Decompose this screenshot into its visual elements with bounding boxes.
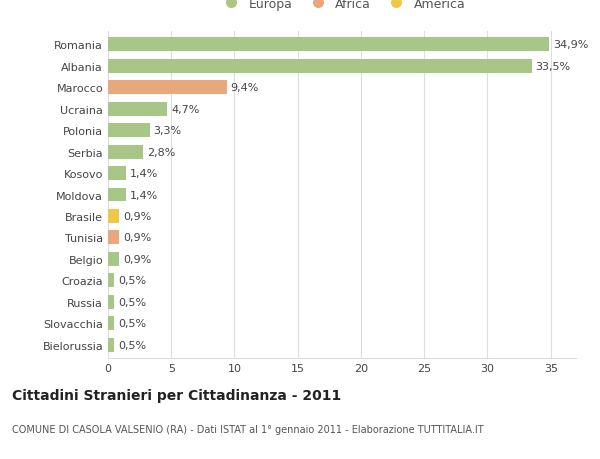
Text: Cittadini Stranieri per Cittadinanza - 2011: Cittadini Stranieri per Cittadinanza - 2… — [12, 388, 341, 402]
Text: 9,4%: 9,4% — [230, 83, 259, 93]
Bar — [108, 81, 227, 95]
Text: 0,9%: 0,9% — [123, 233, 151, 243]
Legend: Europa, Africa, America: Europa, Africa, America — [214, 0, 470, 16]
Text: 2,8%: 2,8% — [147, 147, 176, 157]
Bar — [108, 38, 550, 52]
Text: 0,5%: 0,5% — [118, 276, 146, 286]
Bar — [108, 231, 119, 245]
Text: 33,5%: 33,5% — [536, 62, 571, 72]
Bar — [108, 102, 167, 116]
Text: 0,9%: 0,9% — [123, 212, 151, 222]
Bar — [108, 274, 115, 288]
Text: 34,9%: 34,9% — [553, 40, 589, 50]
Text: 0,5%: 0,5% — [118, 297, 146, 307]
Bar — [108, 188, 126, 202]
Bar — [108, 145, 143, 159]
Bar — [108, 167, 126, 180]
Text: COMUNE DI CASOLA VALSENIO (RA) - Dati ISTAT al 1° gennaio 2011 - Elaborazione TU: COMUNE DI CASOLA VALSENIO (RA) - Dati IS… — [12, 425, 484, 435]
Bar — [108, 317, 115, 330]
Bar — [108, 124, 150, 138]
Bar — [108, 295, 115, 309]
Text: 0,5%: 0,5% — [118, 319, 146, 329]
Text: 0,5%: 0,5% — [118, 340, 146, 350]
Text: 3,3%: 3,3% — [154, 126, 182, 136]
Bar — [108, 252, 119, 266]
Text: 1,4%: 1,4% — [130, 190, 158, 200]
Bar — [108, 210, 119, 224]
Text: 4,7%: 4,7% — [171, 104, 200, 114]
Bar — [108, 338, 115, 352]
Bar — [108, 60, 532, 73]
Text: 1,4%: 1,4% — [130, 168, 158, 179]
Text: 0,9%: 0,9% — [123, 254, 151, 264]
